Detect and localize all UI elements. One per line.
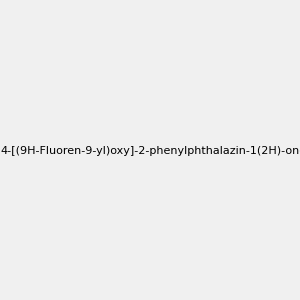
Text: 4-[(9H-Fluoren-9-yl)oxy]-2-phenylphthalazin-1(2H)-one: 4-[(9H-Fluoren-9-yl)oxy]-2-phenylphthala… [1,146,300,157]
